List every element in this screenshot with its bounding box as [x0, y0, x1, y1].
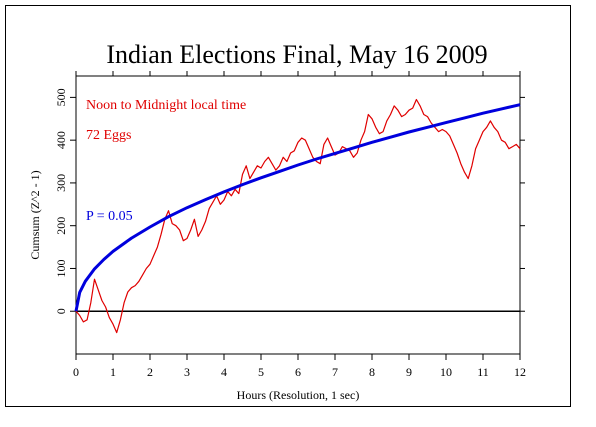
y-axis-label: Cumsum (Z^2 - 1): [28, 170, 42, 259]
y-tick-label: 500: [54, 88, 68, 106]
cumsum-series-line: [75, 98, 521, 334]
x-tick-label: 0: [73, 365, 79, 379]
x-axis-label: Hours (Resolution, 1 sec): [237, 388, 360, 402]
x-tick-label: 2: [147, 365, 153, 379]
p005-envelope-line: [74, 103, 521, 312]
x-tick-label: 1: [110, 365, 116, 379]
x-axis-ticks: 0 1 2 3 4 5 6 7 8 9 10 11 12: [73, 71, 526, 379]
y-tick-label: 0: [54, 308, 68, 314]
annotation-time-range: Noon to Midnight local time: [86, 98, 246, 113]
x-tick-label: 6: [295, 365, 301, 379]
plot-area: [75, 75, 521, 355]
series-layer: [74, 98, 521, 334]
annotation-eggs: 72 Eggs: [86, 128, 132, 143]
y-tick-label: 300: [54, 174, 68, 192]
x-tick-label: 8: [369, 365, 375, 379]
annotation-p-value: P = 0.05: [86, 209, 133, 224]
x-tick-label: 9: [406, 365, 412, 379]
x-tick-label: 5: [258, 365, 264, 379]
x-tick-label: 11: [477, 365, 489, 379]
x-tick-label: 12: [514, 365, 526, 379]
y-tick-label: 200: [54, 217, 68, 235]
y-axis-ticks: 0 100 200 300 400 500: [54, 88, 525, 314]
x-tick-label: 10: [440, 365, 452, 379]
y-tick-label: 100: [54, 259, 68, 277]
x-tick-label: 3: [184, 365, 190, 379]
y-tick-label: 400: [54, 131, 68, 149]
chart-title: Indian Elections Final, May 16 2009: [106, 40, 487, 69]
x-tick-label: 7: [332, 365, 338, 379]
x-tick-label: 4: [221, 365, 227, 379]
